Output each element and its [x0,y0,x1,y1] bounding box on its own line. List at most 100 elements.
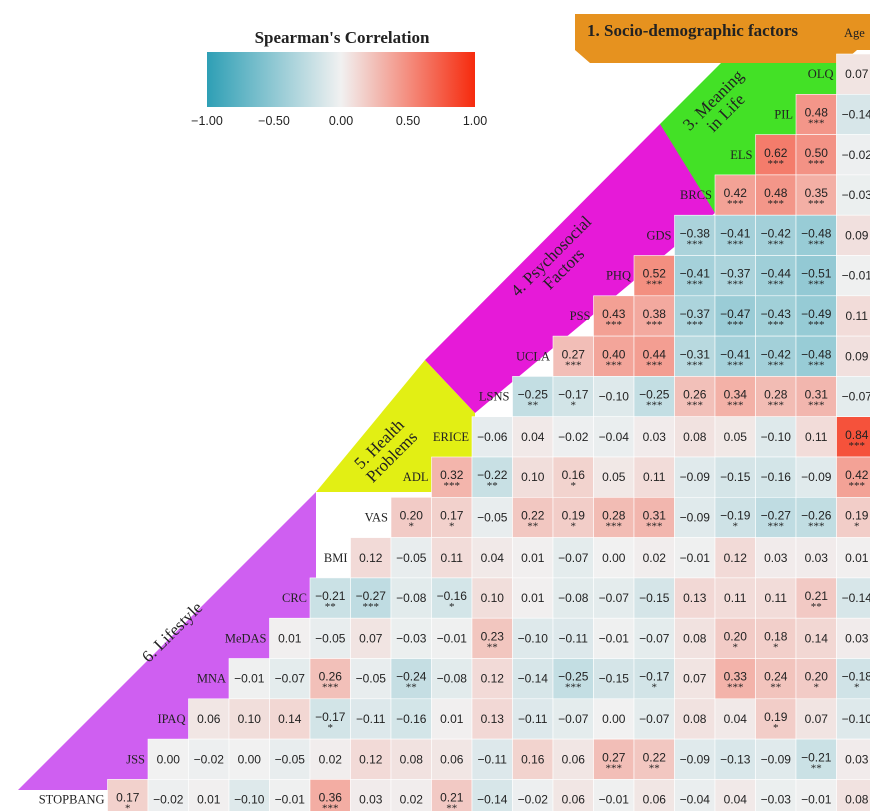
cell-significance: * [571,400,577,412]
cell-value: −0.47 [720,307,751,321]
heatmap-cell [836,496,870,538]
heatmap-cell [836,779,870,811]
cell-value: 0.03 [805,551,829,565]
cell-value: 0.10 [521,470,545,484]
heatmap-cell [755,456,797,498]
cell-value: −0.18 [842,670,870,684]
heatmap-cell [512,698,554,740]
cell-value: −0.06 [477,430,508,444]
cell-value: −0.25 [518,388,549,402]
cell-significance: *** [363,601,380,613]
cell-significance: *** [646,359,663,371]
cell-significance: *** [808,198,825,210]
cell-value: −0.09 [680,510,711,524]
heatmap-cell [836,255,870,297]
legend-tick-label: −0.50 [258,114,290,128]
heatmap-cell [836,738,870,780]
cell-value: −0.10 [518,631,549,645]
cell-significance: *** [565,682,582,694]
heatmap-cell [552,537,594,579]
cell-value: −0.05 [315,631,346,645]
row-label-pss: PSS [570,309,591,323]
heatmap-cell [593,577,635,619]
cell-significance: *** [768,319,785,331]
cell-value: 0.27 [602,750,626,764]
cell-value: −0.10 [761,430,792,444]
heatmap-cell [633,577,675,619]
cell-value: 0.22 [643,750,667,764]
heatmap-cell [390,698,432,740]
cell-significance: *** [768,520,785,532]
heatmap-cell [836,295,870,337]
heatmap-cell [350,577,392,619]
cell-significance: * [571,480,577,492]
cell-value: 0.14 [805,631,829,645]
cell-significance: *** [727,198,744,210]
cell-significance: * [449,520,455,532]
cell-value: −0.07 [639,712,670,726]
cell-significance: * [409,520,415,532]
cell-value: 0.06 [643,793,667,807]
row-label-gds: GDS [646,228,671,242]
cell-value: −0.11 [356,712,386,726]
cell-value: −0.09 [680,752,711,766]
row-label-els: ELS [730,148,752,162]
heatmap-cell [107,779,149,811]
cell-value: −0.08 [558,591,589,605]
cell-significance: ** [811,762,822,774]
cell-significance: ** [811,601,822,613]
cell-significance: *** [565,359,582,371]
row-label-jss: JSS [126,752,145,766]
cell-significance: ** [770,682,781,694]
heatmap-cell [147,779,189,811]
cell-value: −0.11 [518,712,548,726]
legend-tick-label: −1.00 [191,114,223,128]
cell-value: −0.02 [558,430,589,444]
cell-value: −0.14 [477,793,508,807]
cell-value: 0.03 [845,631,869,645]
heatmap-cell [593,658,635,700]
heatmap-cell [350,617,392,659]
cell-value: 0.16 [562,468,586,482]
cell-significance: * [854,682,860,694]
cell-value: 0.50 [805,146,829,160]
heatmap-cell [552,658,594,700]
cell-value: 0.07 [805,712,829,726]
heatmap-cell [512,456,554,498]
heatmap-cell [836,698,870,740]
cell-significance: * [773,641,779,653]
cell-value: 0.01 [521,591,545,605]
heatmap-cell [228,779,270,811]
heatmap-cell [309,698,351,740]
cell-value: −0.25 [639,388,670,402]
heatmap-cell [755,376,797,417]
heatmap-cell [836,94,870,135]
heatmap-cell [674,416,716,458]
cell-value: 0.38 [643,307,667,321]
cell-value: 0.00 [602,712,626,726]
cell-significance: *** [687,279,704,291]
heatmap-cell [795,416,837,458]
cell-value: −0.07 [842,390,870,404]
heatmap-cell [836,134,870,176]
heatmap-cell [714,335,756,377]
heatmap-cell [269,738,311,780]
cell-value: −0.01 [437,631,468,645]
cell-value: −0.14 [842,591,870,605]
cell-value: 0.04 [481,551,505,565]
cell-value: −0.11 [559,631,589,645]
row-label-olq: OLQ [808,67,834,81]
heatmap-cell [795,496,837,538]
cell-value: −0.42 [761,226,792,240]
heatmap-cell [593,496,635,538]
cell-value: 0.26 [683,388,707,402]
heatmap-cell [714,416,756,458]
heatmap-cell [471,496,513,538]
heatmap-cell [836,174,870,216]
heatmap-cell [471,658,513,700]
heatmap-cell [350,698,392,740]
cell-value: 0.01 [521,551,545,565]
cell-value: −0.16 [437,589,468,603]
heatmap-cell [755,738,797,780]
cell-value: −0.07 [639,631,670,645]
